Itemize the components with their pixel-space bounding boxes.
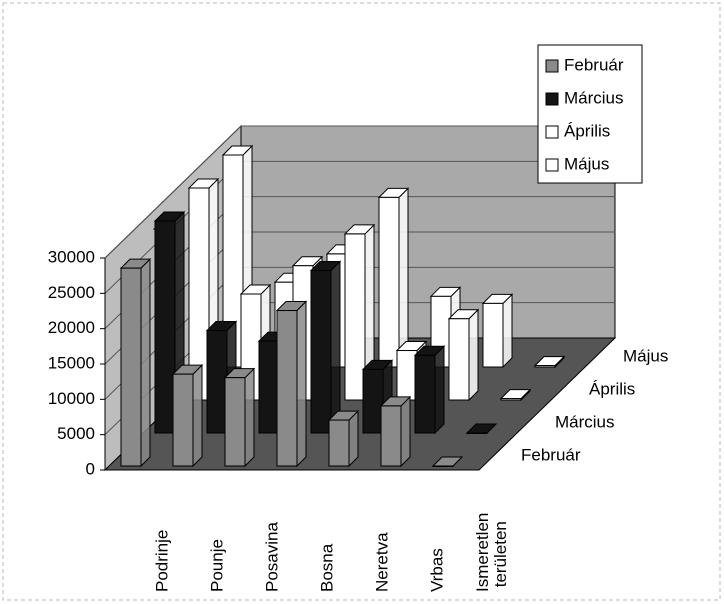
bar	[466, 432, 488, 434]
label-line: területen	[491, 521, 510, 592]
bar	[120, 267, 142, 467]
legend-swatch	[545, 92, 559, 106]
bar	[276, 310, 298, 467]
bar	[534, 365, 556, 368]
y-tick-label: 5000	[57, 424, 95, 443]
legend-swatch	[545, 158, 559, 172]
bar	[172, 373, 194, 467]
bar	[448, 318, 470, 401]
bar-side	[244, 367, 255, 468]
bar	[310, 269, 332, 434]
legend-label: Április	[564, 121, 610, 140]
legend-label: Március	[564, 88, 624, 107]
x-tick-label: Vrbas	[427, 548, 446, 592]
bar	[500, 398, 522, 401]
bar-side	[398, 187, 409, 369]
y-tick-label: 15000	[48, 353, 95, 372]
x-tick-label: Pounje	[207, 539, 226, 592]
bar-side	[192, 363, 203, 468]
depth-label: Március	[555, 412, 615, 431]
depth-label: Április	[589, 379, 635, 398]
bar	[396, 350, 418, 401]
y-tick-label: 25000	[48, 283, 95, 302]
bar	[414, 354, 436, 434]
x-tick-label: Podrinje	[152, 530, 171, 592]
grid-line	[104, 125, 615, 259]
y-tick-label: 20000	[48, 318, 95, 337]
bar	[328, 419, 350, 467]
x-tick-label: Ismeretlen területen	[473, 513, 510, 592]
x-tick-label: Posavina	[262, 522, 281, 592]
y-tick-label: 30000	[48, 247, 95, 266]
label-line: Ismeretlen	[473, 513, 492, 592]
legend-swatch	[545, 125, 559, 139]
bar	[344, 233, 366, 401]
legend-label: Május	[564, 154, 609, 173]
legend-label: Február	[564, 55, 624, 74]
bar-side	[140, 257, 151, 468]
depth-label: Május	[623, 346, 668, 365]
bar-side	[330, 260, 341, 435]
bar	[224, 377, 246, 467]
x-tick-label: Neretva	[372, 532, 391, 592]
y-tick-label: 10000	[48, 389, 95, 408]
bar	[378, 196, 400, 368]
bar-side	[400, 395, 411, 468]
x-tick-label: Bosna	[317, 543, 336, 592]
bar-side	[502, 293, 513, 369]
bar-side	[468, 308, 479, 402]
y-tick-label: 0	[86, 459, 95, 478]
legend-swatch	[545, 59, 559, 73]
bar-side	[296, 300, 307, 468]
bar-side	[434, 345, 445, 435]
bar	[154, 220, 176, 434]
bar	[258, 340, 280, 434]
bar	[482, 302, 504, 368]
bar	[362, 368, 384, 434]
bar	[206, 330, 228, 434]
depth-label: Február	[521, 445, 581, 464]
bar	[380, 405, 402, 467]
bar	[432, 465, 454, 467]
